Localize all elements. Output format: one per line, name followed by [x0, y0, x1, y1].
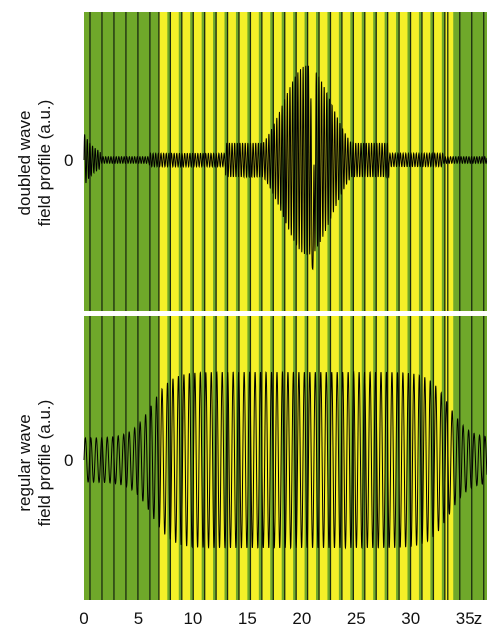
layer-yellow [307, 316, 316, 600]
y-axis-label-line2: field profile (a.u.) [35, 100, 54, 227]
x-tick-label: 0 [79, 609, 88, 628]
layer-yellow [181, 316, 191, 600]
layer-yellow [273, 316, 282, 600]
x-tick-label: 10 [183, 609, 202, 628]
y-axis-label-line2: field profile (a.u.) [35, 400, 54, 527]
layer-yellow [204, 316, 214, 600]
layer-yellow [330, 12, 339, 311]
layer-yellow [181, 12, 191, 311]
x-tick-label: 25 [347, 609, 366, 628]
y-axis-label-line1: doubled wave [15, 111, 34, 216]
x-tick-label: 35 [456, 609, 475, 628]
layer-yellow [250, 316, 259, 600]
layer-yellow [296, 12, 305, 311]
x-axis-label: z [474, 609, 483, 628]
x-tick-label: 30 [401, 609, 420, 628]
x-tick-label: 15 [238, 609, 257, 628]
x-tick-label: 5 [134, 609, 143, 628]
panel-doubled-wave: 0 doubled wave field profile (a.u.) [15, 12, 487, 311]
panel-separator [84, 311, 487, 316]
layer-yellow [433, 12, 442, 311]
layer-yellow [399, 316, 408, 600]
layer-yellow [341, 316, 351, 600]
y-axis-label-line1: regular wave [15, 414, 34, 511]
layer-yellow [261, 316, 271, 600]
layer-yellow [376, 316, 385, 600]
field-curve-regular [83, 370, 487, 550]
layer-yellow [364, 12, 374, 311]
layer-yellow [399, 12, 408, 311]
panel-regular-wave: 0 regular wave field profile (a.u.) [15, 316, 487, 600]
layer-yellow [387, 316, 397, 600]
x-axis: z 0 5 10 15 20 25 30 35 [79, 609, 482, 628]
y-tick-zero: 0 [64, 451, 73, 470]
layer-yellow [193, 316, 202, 600]
layer-yellow [216, 316, 225, 600]
field-curve-doubled [83, 65, 487, 271]
layer-yellow [330, 316, 339, 600]
layer-yellow [444, 316, 454, 600]
layer-yellow [319, 316, 328, 600]
x-tick-label: 20 [292, 609, 311, 628]
y-tick-zero: 0 [64, 151, 73, 170]
